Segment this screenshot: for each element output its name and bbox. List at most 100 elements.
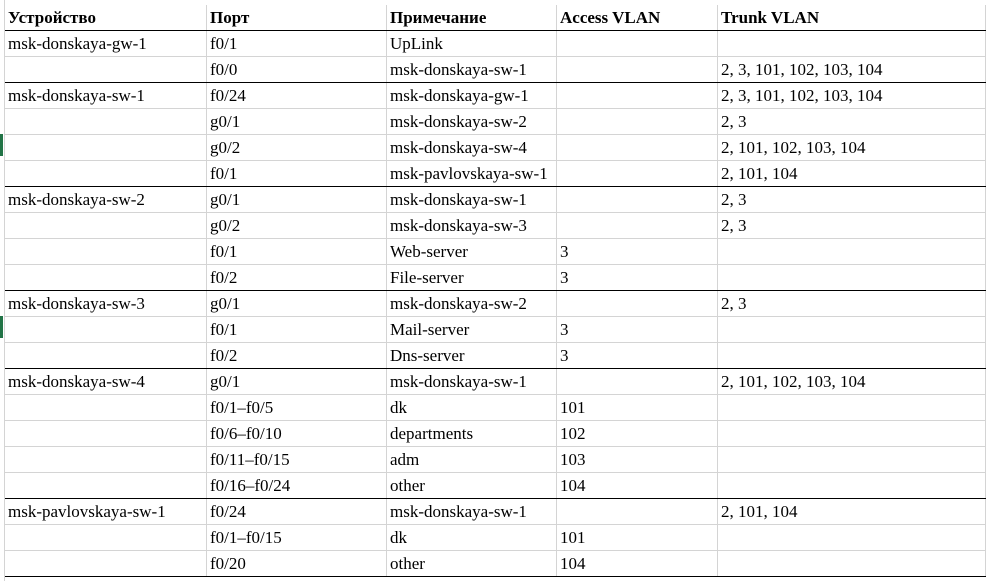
cell-access-vlan[interactable]: 101 <box>557 525 718 551</box>
cell-device[interactable] <box>5 265 207 291</box>
cell-note[interactable]: msk-donskaya-sw-1 <box>387 499 557 525</box>
cell-port[interactable]: f0/6–f0/10 <box>207 421 387 447</box>
cell-device[interactable]: msk-pavlovskaya-sw-1 <box>5 499 207 525</box>
cell-device[interactable] <box>5 525 207 551</box>
cell-device[interactable] <box>5 343 207 369</box>
cell-note[interactable]: Web-server <box>387 239 557 265</box>
cell-access-vlan[interactable]: 3 <box>557 317 718 343</box>
header-trunk-vlan[interactable]: Trunk VLAN <box>718 5 986 31</box>
cell-note[interactable]: departments <box>387 421 557 447</box>
cell-note[interactable]: msk-donskaya-sw-1 <box>387 369 557 395</box>
cell-access-vlan[interactable] <box>557 499 718 525</box>
cell-device[interactable]: msk-donskaya-sw-3 <box>5 291 207 317</box>
cell-trunk-vlan[interactable] <box>718 239 986 265</box>
cell-trunk-vlan[interactable] <box>718 343 986 369</box>
cell-trunk-vlan[interactable] <box>718 395 986 421</box>
cell-device[interactable] <box>5 317 207 343</box>
cell-port[interactable]: f0/1 <box>207 161 387 187</box>
cell-port[interactable]: f0/1–f0/5 <box>207 395 387 421</box>
cell-access-vlan[interactable]: 101 <box>557 395 718 421</box>
cell-access-vlan[interactable] <box>557 109 718 135</box>
cell-device[interactable] <box>5 395 207 421</box>
cell-trunk-vlan[interactable] <box>718 447 986 473</box>
cell-device[interactable] <box>5 473 207 499</box>
cell-access-vlan[interactable] <box>557 369 718 395</box>
cell-trunk-vlan[interactable] <box>718 551 986 577</box>
cell-port[interactable]: f0/2 <box>207 343 387 369</box>
cell-note[interactable]: msk-pavlovskaya-sw-1 <box>387 161 557 187</box>
cell-access-vlan[interactable]: 103 <box>557 447 718 473</box>
cell-trunk-vlan[interactable]: 2, 3 <box>718 109 986 135</box>
cell-access-vlan[interactable] <box>557 57 718 83</box>
cell-port[interactable]: g0/2 <box>207 135 387 161</box>
cell-port[interactable]: f0/1 <box>207 317 387 343</box>
cell-note[interactable]: msk-donskaya-sw-3 <box>387 213 557 239</box>
cell-device[interactable]: msk-donskaya-sw-2 <box>5 187 207 213</box>
header-port[interactable]: Порт <box>207 5 387 31</box>
cell-port[interactable]: f0/24 <box>207 499 387 525</box>
cell-note[interactable]: msk-donskaya-sw-1 <box>387 57 557 83</box>
cell-trunk-vlan[interactable]: 2, 3 <box>718 213 986 239</box>
cell-trunk-vlan[interactable] <box>718 525 986 551</box>
cell-note[interactable]: msk-donskaya-sw-1 <box>387 187 557 213</box>
cell-trunk-vlan[interactable]: 2, 3, 101, 102, 103, 104 <box>718 83 986 109</box>
cell-device[interactable] <box>5 109 207 135</box>
cell-port[interactable]: f0/16–f0/24 <box>207 473 387 499</box>
cell-port[interactable]: g0/1 <box>207 187 387 213</box>
cell-note[interactable]: File-server <box>387 265 557 291</box>
cell-port[interactable]: f0/1 <box>207 31 387 57</box>
cell-port[interactable]: f0/1–f0/15 <box>207 525 387 551</box>
cell-device[interactable] <box>5 57 207 83</box>
cell-port[interactable]: f0/24 <box>207 83 387 109</box>
cell-access-vlan[interactable]: 104 <box>557 473 718 499</box>
cell-trunk-vlan[interactable]: 2, 3 <box>718 291 986 317</box>
header-device[interactable]: Устройство <box>5 5 207 31</box>
cell-port[interactable]: f0/2 <box>207 265 387 291</box>
cell-trunk-vlan[interactable]: 2, 101, 104 <box>718 161 986 187</box>
cell-access-vlan[interactable]: 104 <box>557 551 718 577</box>
cell-device[interactable]: msk-donskaya-sw-1 <box>5 83 207 109</box>
cell-note[interactable]: msk-donskaya-gw-1 <box>387 83 557 109</box>
cell-port[interactable]: f0/0 <box>207 57 387 83</box>
cell-trunk-vlan[interactable]: 2, 101, 102, 103, 104 <box>718 369 986 395</box>
cell-port[interactable]: f0/11–f0/15 <box>207 447 387 473</box>
cell-note[interactable]: UpLink <box>387 31 557 57</box>
cell-note[interactable]: msk-donskaya-sw-4 <box>387 135 557 161</box>
cell-trunk-vlan[interactable]: 2, 3 <box>718 187 986 213</box>
cell-port[interactable]: g0/2 <box>207 213 387 239</box>
cell-trunk-vlan[interactable]: 2, 3, 101, 102, 103, 104 <box>718 57 986 83</box>
cell-port[interactable]: g0/1 <box>207 109 387 135</box>
cell-access-vlan[interactable]: 3 <box>557 265 718 291</box>
cell-device[interactable] <box>5 135 207 161</box>
cell-device[interactable]: msk-donskaya-gw-1 <box>5 31 207 57</box>
cell-device[interactable] <box>5 239 207 265</box>
cell-access-vlan[interactable] <box>557 291 718 317</box>
cell-access-vlan[interactable]: 3 <box>557 239 718 265</box>
cell-trunk-vlan[interactable]: 2, 101, 102, 103, 104 <box>718 135 986 161</box>
cell-device[interactable] <box>5 447 207 473</box>
cell-access-vlan[interactable] <box>557 31 718 57</box>
header-access-vlan[interactable]: Access VLAN <box>557 5 718 31</box>
cell-device[interactable] <box>5 551 207 577</box>
cell-note[interactable]: adm <box>387 447 557 473</box>
cell-port[interactable]: f0/1 <box>207 239 387 265</box>
cell-access-vlan[interactable] <box>557 213 718 239</box>
cell-device[interactable] <box>5 213 207 239</box>
cell-device[interactable]: msk-donskaya-sw-4 <box>5 369 207 395</box>
cell-port[interactable]: g0/1 <box>207 369 387 395</box>
cell-note[interactable]: dk <box>387 395 557 421</box>
cell-trunk-vlan[interactable] <box>718 421 986 447</box>
cell-note[interactable]: Dns-server <box>387 343 557 369</box>
cell-trunk-vlan[interactable] <box>718 317 986 343</box>
cell-port[interactable]: g0/1 <box>207 291 387 317</box>
cell-access-vlan[interactable] <box>557 83 718 109</box>
cell-note[interactable]: Mail-server <box>387 317 557 343</box>
cell-access-vlan[interactable]: 102 <box>557 421 718 447</box>
cell-note[interactable]: other <box>387 473 557 499</box>
cell-access-vlan[interactable] <box>557 161 718 187</box>
cell-note[interactable]: dk <box>387 525 557 551</box>
cell-device[interactable] <box>5 421 207 447</box>
header-note[interactable]: Примечание <box>387 5 557 31</box>
cell-device[interactable] <box>5 161 207 187</box>
cell-trunk-vlan[interactable]: 2, 101, 104 <box>718 499 986 525</box>
